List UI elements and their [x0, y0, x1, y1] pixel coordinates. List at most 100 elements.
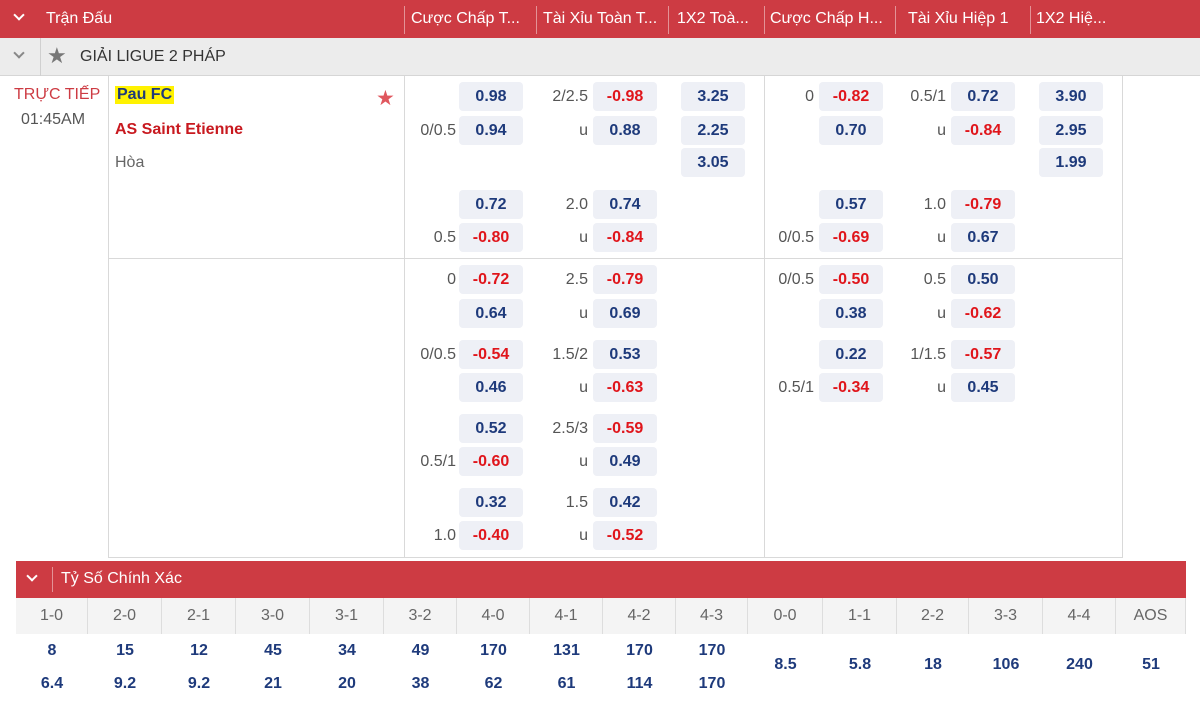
odds-cell[interactable]: 0.94	[459, 116, 523, 145]
score-odds-home[interactable]: 45	[264, 642, 282, 659]
odds-cell[interactable]: -0.69	[819, 223, 883, 252]
odds-cell[interactable]: 0.72	[459, 190, 523, 219]
odds-cell[interactable]: 0.38	[819, 299, 883, 328]
handicap-label: 1/1.5	[910, 346, 946, 363]
odds-cell[interactable]: -0.34	[819, 373, 883, 402]
match-time: 01:45AM	[21, 111, 86, 128]
col-match[interactable]: Trận Đấu	[46, 10, 113, 27]
correct-score-header[interactable]: Tỷ Số Chính Xác	[16, 561, 1186, 598]
col-overunder-full[interactable]: Tài Xỉu Toàn T...	[543, 10, 658, 27]
odds-cell[interactable]: 2.95	[1039, 116, 1103, 145]
star-icon[interactable]: ★	[47, 43, 67, 68]
score-odds-home[interactable]: 49	[411, 642, 430, 659]
odds-cell[interactable]: 1.99	[1039, 148, 1103, 177]
score-odds[interactable]: 240	[1066, 656, 1093, 673]
odds-cell[interactable]: 0.74	[593, 190, 657, 219]
score-odds-away[interactable]: 170	[698, 675, 726, 692]
odds-cell[interactable]: 0.45	[951, 373, 1015, 402]
odds-cell[interactable]: 0.42	[593, 488, 657, 517]
odds-cell[interactable]: 0.98	[459, 82, 523, 111]
score-odds-home[interactable]: 34	[338, 642, 356, 659]
odds-cell[interactable]: 0.69	[593, 299, 657, 328]
score-odds-away[interactable]: 6.4	[40, 675, 64, 692]
odds-cell[interactable]: 0.67	[951, 223, 1015, 252]
handicap-label: 1.5/2	[552, 346, 588, 363]
odds-cell[interactable]: 0.64	[459, 299, 523, 328]
odds-cell[interactable]: 0.52	[459, 414, 523, 443]
odds-cell[interactable]: -0.62	[951, 299, 1015, 328]
odds-cell[interactable]: -0.54	[459, 340, 523, 369]
score-odds-away[interactable]: 61	[557, 675, 576, 692]
odds-cell[interactable]: 0.53	[593, 340, 657, 369]
odds-cell[interactable]: -0.57	[951, 340, 1015, 369]
odds-cell[interactable]: 0.49	[593, 447, 657, 476]
score-odds-away[interactable]: 38	[411, 675, 430, 692]
handicap-label: u	[579, 527, 588, 544]
odds-cell[interactable]: 0.88	[593, 116, 657, 145]
odds-cell[interactable]: -0.84	[593, 223, 657, 252]
odds-cell[interactable]: -0.52	[593, 521, 657, 550]
score-odds-away[interactable]: 20	[338, 675, 356, 692]
chevron-down-icon[interactable]	[13, 47, 25, 59]
odds-cell[interactable]: 0.57	[819, 190, 883, 219]
score-odds-away[interactable]: 114	[626, 675, 653, 692]
odds-cell[interactable]: -0.82	[819, 82, 883, 111]
score-odds-home[interactable]: 170	[698, 642, 726, 659]
favorite-star-icon[interactable]: ★	[376, 87, 395, 110]
score-odds-home[interactable]: 170	[626, 642, 653, 659]
correct-score-title: Tỷ Số Chính Xác	[61, 570, 182, 587]
handicap-label: u	[937, 229, 946, 246]
odds-cell[interactable]: -0.79	[951, 190, 1015, 219]
odds-cell[interactable]: -0.50	[819, 265, 883, 294]
odds-cell[interactable]: 3.25	[681, 82, 745, 111]
score-label: 1-1	[823, 598, 897, 634]
chevron-down-icon[interactable]	[26, 570, 38, 582]
score-odds[interactable]: 18	[924, 656, 942, 673]
handicap-label: 1.0	[923, 196, 946, 213]
odds-cell[interactable]: 3.90	[1039, 82, 1103, 111]
away-team[interactable]: AS Saint Etienne	[115, 121, 244, 138]
odds-cell[interactable]: 0.46	[459, 373, 523, 402]
score-odds-away[interactable]: 9.2	[113, 675, 137, 692]
correct-score-col: 4-0 170 62	[457, 598, 530, 708]
odds-cell[interactable]: -0.59	[593, 414, 657, 443]
odds-cell[interactable]: -0.60	[459, 447, 523, 476]
odds-cell[interactable]: -0.80	[459, 223, 523, 252]
score-odds[interactable]: 51	[1142, 656, 1160, 673]
odds-cell[interactable]: 2.25	[681, 116, 745, 145]
col-handicap-half[interactable]: Cược Chấp H...	[770, 10, 883, 27]
odds-cell[interactable]: 0.70	[819, 116, 883, 145]
score-odds[interactable]: 106	[992, 656, 1020, 673]
odds-cell[interactable]: 3.05	[681, 148, 745, 177]
score-odds-home[interactable]: 170	[480, 642, 507, 659]
score-odds-away[interactable]: 62	[484, 675, 503, 692]
league-bar[interactable]: ★ GIẢI LIGUE 2 PHÁP	[0, 38, 1200, 76]
score-odds[interactable]: 5.8	[848, 656, 872, 673]
odds-cell[interactable]: 0.32	[459, 488, 523, 517]
correct-score-col: 1-1 5.8	[823, 598, 897, 708]
score-odds-home[interactable]: 131	[553, 642, 580, 659]
odds-cell[interactable]: -0.98	[593, 82, 657, 111]
score-label: 4-2	[603, 598, 676, 634]
odds-cell[interactable]: 0.22	[819, 340, 883, 369]
odds-cell[interactable]: -0.84	[951, 116, 1015, 145]
col-1x2-full[interactable]: 1X2 Toà...	[677, 10, 749, 27]
col-overunder-half[interactable]: Tài Xỉu Hiệp 1	[908, 10, 1009, 27]
col-handicap-full[interactable]: Cược Chấp T...	[411, 10, 520, 27]
score-odds-home[interactable]: 15	[116, 642, 134, 659]
score-odds-home[interactable]: 12	[190, 642, 208, 659]
col-1x2-half[interactable]: 1X2 Hiệ...	[1036, 10, 1107, 27]
score-odds[interactable]: 8.5	[774, 656, 797, 673]
score-odds-away[interactable]: 21	[264, 675, 282, 692]
odds-cell[interactable]: -0.40	[459, 521, 523, 550]
odds-cell[interactable]: -0.63	[593, 373, 657, 402]
table-header: Trận Đấu Cược Chấp T... Tài Xỉu Toàn T..…	[0, 0, 1200, 38]
odds-cell[interactable]: 0.72	[951, 82, 1015, 111]
odds-cell[interactable]: -0.79	[593, 265, 657, 294]
score-odds-away[interactable]: 9.2	[187, 675, 211, 692]
home-team[interactable]: Pau FC	[115, 86, 175, 104]
odds-cell[interactable]: 0.50	[951, 265, 1015, 294]
chevron-down-icon[interactable]	[13, 9, 25, 21]
odds-cell[interactable]: -0.72	[459, 265, 523, 294]
score-odds-home[interactable]: 8	[47, 642, 57, 659]
